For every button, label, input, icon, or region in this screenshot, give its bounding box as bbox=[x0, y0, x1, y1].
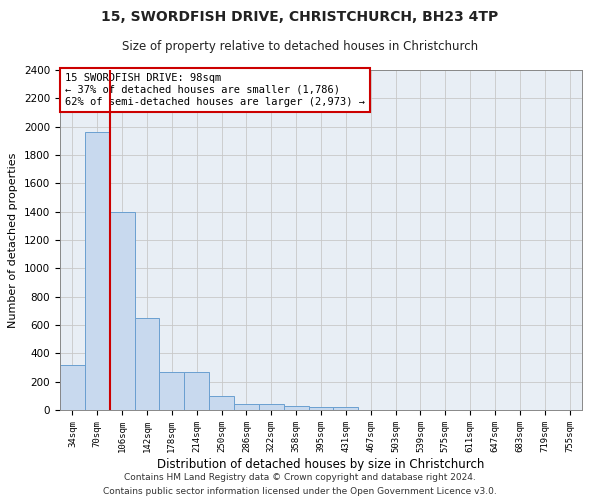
Text: Contains public sector information licensed under the Open Government Licence v3: Contains public sector information licen… bbox=[103, 488, 497, 496]
Text: 15 SWORDFISH DRIVE: 98sqm
← 37% of detached houses are smaller (1,786)
62% of se: 15 SWORDFISH DRIVE: 98sqm ← 37% of detac… bbox=[65, 74, 365, 106]
Bar bbox=[209, 396, 234, 410]
Bar bbox=[160, 372, 184, 410]
Bar bbox=[259, 404, 284, 410]
Bar bbox=[110, 212, 134, 410]
Text: Size of property relative to detached houses in Christchurch: Size of property relative to detached ho… bbox=[122, 40, 478, 53]
Bar bbox=[308, 407, 334, 410]
Text: Contains HM Land Registry data © Crown copyright and database right 2024.: Contains HM Land Registry data © Crown c… bbox=[124, 472, 476, 482]
Bar bbox=[85, 132, 110, 410]
Bar bbox=[284, 406, 308, 410]
Text: 15, SWORDFISH DRIVE, CHRISTCHURCH, BH23 4TP: 15, SWORDFISH DRIVE, CHRISTCHURCH, BH23 … bbox=[101, 10, 499, 24]
X-axis label: Distribution of detached houses by size in Christchurch: Distribution of detached houses by size … bbox=[157, 458, 485, 470]
Bar bbox=[234, 404, 259, 410]
Bar bbox=[134, 318, 160, 410]
Bar bbox=[334, 407, 358, 410]
Bar bbox=[184, 372, 209, 410]
Bar bbox=[60, 364, 85, 410]
Y-axis label: Number of detached properties: Number of detached properties bbox=[8, 152, 19, 328]
